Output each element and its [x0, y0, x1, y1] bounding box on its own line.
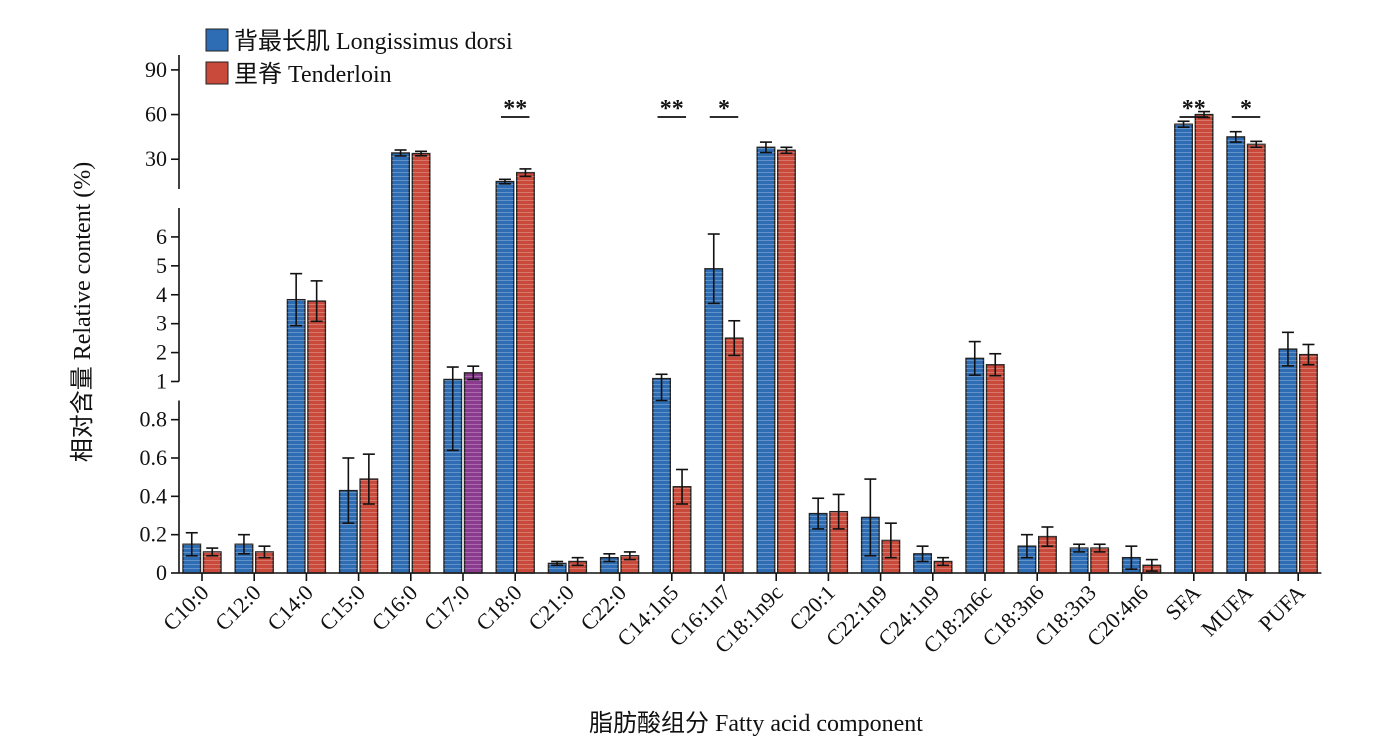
x-tick-label-c14-0: C14:0 [262, 580, 318, 636]
x-tick-label-sfa: SFA [1160, 580, 1205, 625]
bar-texture [496, 181, 514, 574]
x-tick-label-mufa: MUFA [1196, 580, 1258, 642]
bars [182, 110, 1318, 574]
bar-texture [235, 544, 253, 573]
x-tick-label-c18-0: C18:0 [471, 580, 527, 636]
significance-label-c18-0: ** [503, 96, 527, 122]
bar-texture [1227, 136, 1245, 573]
bar-texture [464, 372, 482, 573]
x-axis: C10:0C12:0C14:0C15:0C16:0C17:0C18:0C21:0… [158, 572, 1322, 658]
bar-texture [1299, 354, 1318, 573]
bar-texture [1070, 548, 1088, 573]
bar-texture [829, 511, 848, 573]
y-tick-label: 90 [145, 57, 167, 82]
bar-texture [568, 561, 587, 573]
y-tick-label: 3 [156, 311, 167, 336]
x-tick-label-c16-0: C16:0 [367, 580, 423, 636]
bar-texture [986, 364, 1004, 573]
x-tick-label-c15-0: C15:0 [314, 580, 370, 636]
y-tick-label: 0 [156, 560, 167, 585]
bar-texture [339, 490, 358, 573]
significance-label-sfa: ** [1182, 96, 1206, 122]
bar-texture [307, 301, 326, 573]
y-tick-label: 60 [145, 102, 167, 127]
bar-texture [360, 479, 378, 573]
x-tick-label-c17-0: C17:0 [419, 580, 475, 636]
bar-texture [203, 551, 221, 573]
y-tick-label: 5 [156, 253, 167, 278]
bar-texture [183, 544, 201, 573]
y-tick-label: 0.2 [140, 522, 168, 547]
bar-texture [1174, 124, 1193, 573]
bar-texture [548, 563, 566, 573]
bar-texture [412, 153, 430, 573]
significance-markers: ** ** * ** * [500, 96, 1261, 122]
bar-texture [966, 358, 984, 573]
bar-texture [391, 152, 410, 574]
x-tick-label-pufa: PUFA [1253, 580, 1309, 636]
significance-label-mufa: * [1240, 96, 1252, 122]
legend-label-tenderloin: 里脊 Tenderloin [234, 61, 392, 88]
bar-texture [287, 299, 305, 573]
bar-texture [1279, 349, 1297, 573]
bar-texture [1247, 144, 1265, 574]
legend-label-longissimus-dorsi: 背最长肌 Longissimus dorsi [234, 28, 513, 55]
bar-texture [673, 486, 691, 573]
bar-texture [757, 147, 775, 574]
legend: 背最长肌 Longissimus dorsi 里脊 Tenderloin [205, 28, 513, 88]
y-tick-label: 0.4 [140, 483, 168, 508]
bar-texture [1090, 548, 1109, 573]
y-tick-label: 30 [145, 146, 167, 171]
x-axis-title: 脂肪酸组分 Fatty acid component [589, 710, 923, 737]
bar-texture [1195, 114, 1213, 574]
bar-texture [934, 561, 952, 573]
significance-label-c14-1n5: ** [660, 96, 684, 122]
bar-texture [1018, 546, 1036, 573]
y-tick-label: 0.6 [140, 445, 168, 470]
legend-swatch-longissimus-dorsi [205, 28, 229, 52]
x-tick-label-c21-0: C21:0 [523, 580, 579, 636]
bar-texture [444, 379, 462, 573]
significance-label-c16-1n7: * [718, 96, 730, 122]
bar-texture [705, 268, 723, 573]
y-axis: 0 0.2 0.4 0.6 0.8 1 2 3 4 5 6 30 60 90 [140, 55, 180, 585]
x-tick-label-c10-0: C10:0 [158, 580, 214, 636]
legend-swatch-tenderloin [205, 61, 229, 85]
y-tick-label: 6 [156, 224, 167, 249]
bar-texture [652, 378, 671, 573]
y-tick-label: 4 [156, 282, 167, 307]
y-tick-label: 0.8 [140, 407, 168, 432]
bar-texture [516, 172, 535, 573]
bar-texture [777, 150, 796, 574]
y-tick-label: 2 [156, 340, 167, 365]
y-tick-label: 1 [156, 369, 167, 394]
y-axis-title: 相对含量 Relative content (%) [69, 162, 96, 463]
bar-texture [913, 553, 932, 573]
bar-texture [725, 338, 743, 573]
x-tick-label-c12-0: C12:0 [210, 580, 266, 636]
